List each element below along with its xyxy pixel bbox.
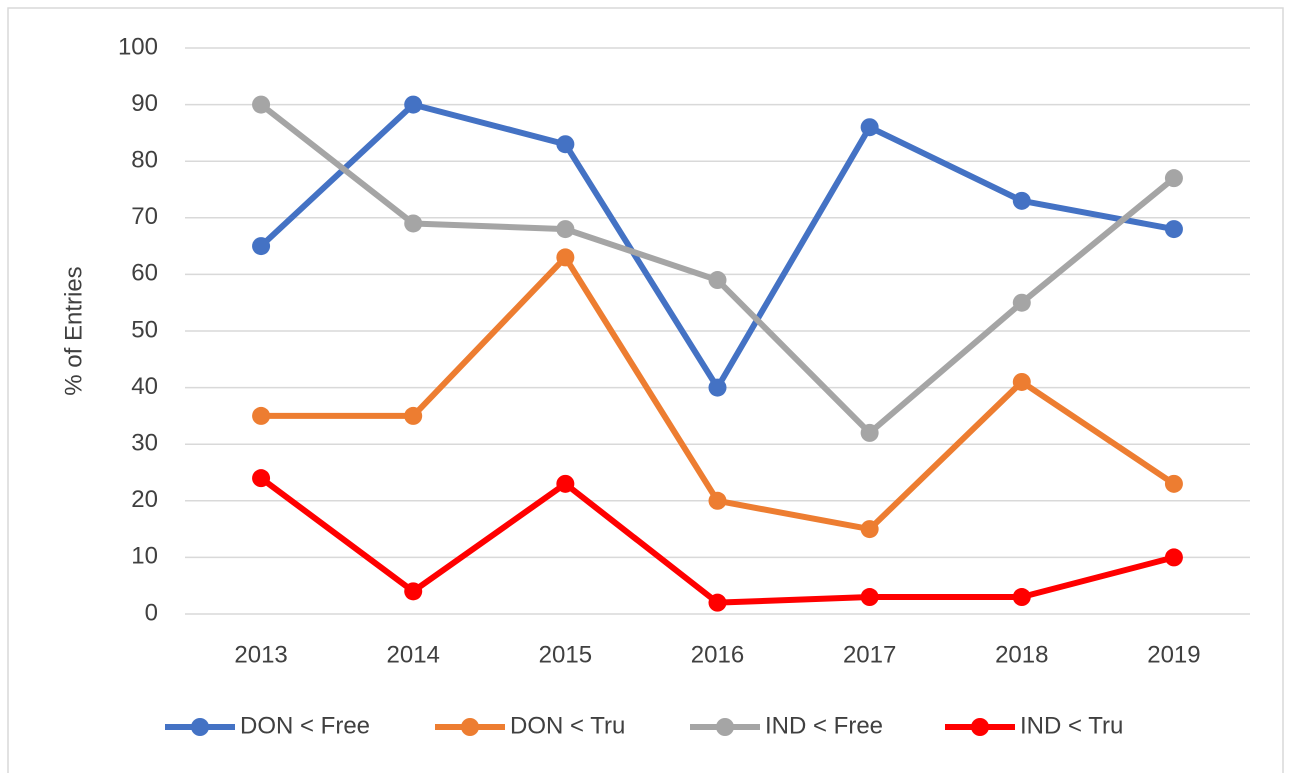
data-point xyxy=(404,95,423,114)
y-tick-label: 100 xyxy=(118,33,158,60)
x-tick-label: 2013 xyxy=(234,641,287,668)
data-point xyxy=(860,520,879,539)
data-point xyxy=(1012,191,1031,210)
legend-label: IND < Free xyxy=(765,712,883,739)
legend-marker xyxy=(716,718,734,736)
x-tick-label: 2017 xyxy=(843,641,896,668)
y-tick-label: 30 xyxy=(131,430,158,457)
x-tick-label: 2019 xyxy=(1147,641,1200,668)
data-point xyxy=(708,593,727,612)
data-point xyxy=(860,118,879,137)
data-point xyxy=(404,582,423,601)
legend-label: IND < Tru xyxy=(1020,712,1123,739)
y-tick-label: 40 xyxy=(131,373,158,400)
legend-label: DON < Free xyxy=(240,712,370,739)
data-point xyxy=(556,474,575,493)
x-tick-label: 2015 xyxy=(539,641,592,668)
data-point xyxy=(1164,220,1183,239)
data-point xyxy=(860,423,879,442)
data-point xyxy=(1012,372,1031,391)
data-point xyxy=(708,271,727,290)
y-tick-label: 0 xyxy=(145,599,158,626)
y-tick-label: 20 xyxy=(131,486,158,513)
y-tick-label: 70 xyxy=(131,203,158,230)
data-point xyxy=(1012,588,1031,607)
data-point xyxy=(708,491,727,510)
y-tick-label: 80 xyxy=(131,147,158,174)
data-point xyxy=(1164,548,1183,567)
data-point xyxy=(252,237,271,256)
legend-marker xyxy=(461,718,479,736)
data-point xyxy=(252,406,271,425)
data-point xyxy=(708,378,727,397)
data-point xyxy=(404,406,423,425)
data-point xyxy=(860,588,879,607)
data-point xyxy=(1164,169,1183,188)
y-tick-label: 10 xyxy=(131,543,158,570)
y-tick-label: 60 xyxy=(131,260,158,287)
data-point xyxy=(252,469,271,488)
data-point xyxy=(252,95,271,114)
y-axis-label: % of Entries xyxy=(60,266,87,395)
x-tick-label: 2016 xyxy=(691,641,744,668)
legend-label: DON < Tru xyxy=(510,712,625,739)
x-tick-label: 2014 xyxy=(387,641,440,668)
x-tick-label: 2018 xyxy=(995,641,1048,668)
data-point xyxy=(556,248,575,267)
y-tick-label: 50 xyxy=(131,316,158,343)
data-point xyxy=(556,135,575,154)
legend-marker xyxy=(971,718,989,736)
data-point xyxy=(556,220,575,239)
data-point xyxy=(404,214,423,233)
y-tick-label: 90 xyxy=(131,90,158,117)
legend-marker xyxy=(191,718,209,736)
data-point xyxy=(1012,293,1031,312)
data-point xyxy=(1164,474,1183,493)
